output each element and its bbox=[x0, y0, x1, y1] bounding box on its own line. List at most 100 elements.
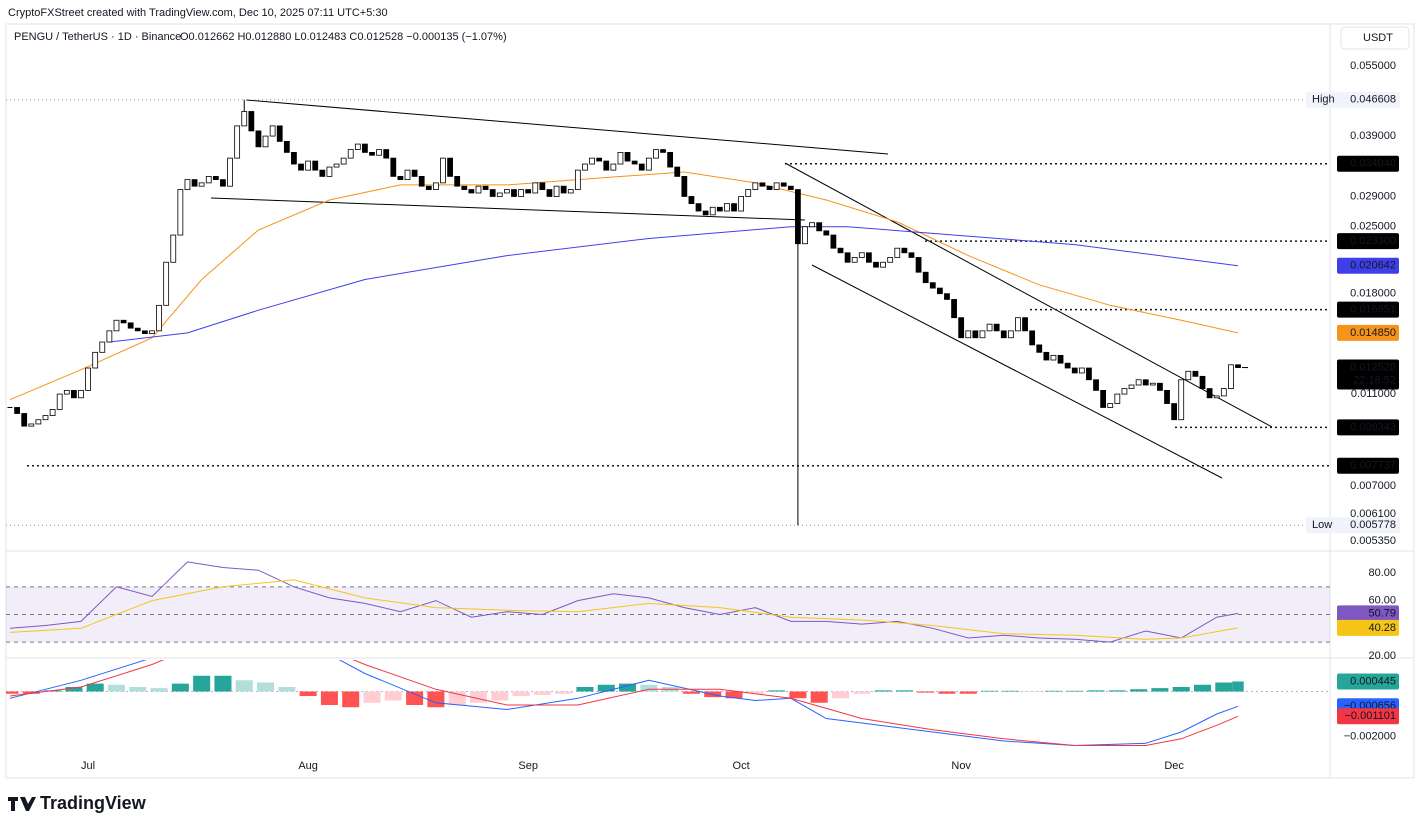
candle bbox=[398, 176, 403, 179]
macd-bar bbox=[938, 692, 955, 694]
candle bbox=[561, 186, 566, 193]
high-value: 0.046608 bbox=[1350, 94, 1396, 106]
candle bbox=[64, 390, 69, 394]
candle bbox=[206, 176, 211, 182]
candle bbox=[760, 183, 765, 186]
macd-bar bbox=[108, 685, 125, 692]
candle bbox=[533, 183, 538, 193]
macd-bar bbox=[172, 684, 189, 692]
candle bbox=[50, 409, 55, 415]
candle bbox=[1193, 371, 1198, 376]
x-tick-label: Jul bbox=[81, 760, 95, 772]
candle bbox=[575, 170, 580, 189]
candle bbox=[881, 262, 886, 267]
candle bbox=[526, 190, 531, 193]
candle bbox=[412, 170, 417, 176]
candle bbox=[902, 248, 907, 253]
macd-bar bbox=[491, 692, 508, 701]
macd-bar bbox=[853, 692, 870, 694]
candle bbox=[1051, 355, 1056, 360]
macd-bar bbox=[896, 690, 913, 691]
y-tick-label: 0.025000 bbox=[1350, 221, 1396, 233]
candle bbox=[710, 207, 715, 215]
macd-bar bbox=[598, 685, 615, 692]
macd-bar bbox=[789, 692, 806, 699]
candle bbox=[944, 294, 949, 300]
candle bbox=[625, 152, 630, 161]
candle bbox=[1115, 394, 1120, 403]
rsi-label: 40.28 bbox=[1368, 622, 1396, 634]
macd-bar bbox=[342, 692, 359, 708]
candle bbox=[590, 158, 595, 164]
macd-bar bbox=[1215, 683, 1232, 692]
candle bbox=[611, 164, 616, 170]
candle bbox=[419, 176, 424, 186]
candle bbox=[987, 324, 992, 331]
candle bbox=[1044, 352, 1049, 360]
candle bbox=[937, 288, 942, 294]
candle bbox=[100, 342, 105, 352]
candle bbox=[107, 331, 112, 342]
candle bbox=[433, 183, 438, 190]
candle bbox=[299, 164, 304, 170]
candle bbox=[284, 141, 289, 152]
currency[interactable]: USDT bbox=[1363, 32, 1393, 44]
candle bbox=[1058, 355, 1063, 363]
candle bbox=[490, 190, 495, 197]
candle bbox=[1236, 365, 1241, 368]
y-tick-label: −0.002000 bbox=[1344, 730, 1396, 742]
candle bbox=[1186, 371, 1191, 379]
candle bbox=[306, 161, 311, 170]
macd-bar bbox=[129, 687, 146, 692]
candle bbox=[966, 331, 971, 338]
candle bbox=[795, 190, 800, 244]
candle bbox=[1136, 380, 1141, 385]
candle bbox=[632, 161, 637, 164]
candle bbox=[483, 186, 488, 189]
candle bbox=[1157, 383, 1162, 390]
candle bbox=[22, 413, 27, 426]
macd-bar bbox=[1130, 689, 1147, 691]
candle bbox=[327, 167, 332, 176]
candle bbox=[739, 196, 744, 211]
macd-bar bbox=[683, 692, 700, 694]
candle bbox=[149, 331, 154, 334]
level-label: 0.016651 bbox=[1350, 303, 1396, 315]
macd-bar bbox=[1173, 687, 1190, 692]
candle bbox=[959, 318, 964, 338]
candle bbox=[1023, 318, 1028, 331]
candle bbox=[29, 424, 34, 426]
candle bbox=[78, 390, 83, 397]
candle bbox=[604, 161, 609, 170]
candle bbox=[1207, 389, 1212, 398]
candle bbox=[803, 227, 808, 244]
candle bbox=[781, 183, 786, 186]
candle bbox=[228, 158, 233, 186]
candle bbox=[1037, 345, 1042, 352]
candle bbox=[1094, 380, 1099, 391]
macd-bar bbox=[1045, 691, 1062, 692]
ohlc: O0.012662 H0.012880 L0.012483 C0.012528 … bbox=[180, 31, 507, 43]
macd-bar bbox=[534, 692, 551, 695]
candle bbox=[746, 190, 751, 197]
candle bbox=[263, 136, 268, 147]
candle bbox=[384, 150, 389, 159]
candle bbox=[355, 144, 360, 150]
candle bbox=[93, 352, 98, 368]
low-tag: Low bbox=[1312, 519, 1332, 531]
candle bbox=[469, 190, 474, 193]
candle bbox=[653, 150, 658, 159]
macd-bar bbox=[193, 676, 210, 692]
candle bbox=[732, 204, 737, 211]
y-tick-label: 0.039000 bbox=[1350, 130, 1396, 142]
candle bbox=[128, 323, 133, 328]
macd-bar bbox=[875, 690, 892, 691]
candle bbox=[348, 150, 353, 159]
macd-bar bbox=[1066, 691, 1083, 692]
candle bbox=[1030, 331, 1035, 345]
candle bbox=[405, 170, 410, 179]
candle bbox=[1172, 404, 1177, 420]
candle bbox=[682, 176, 687, 196]
